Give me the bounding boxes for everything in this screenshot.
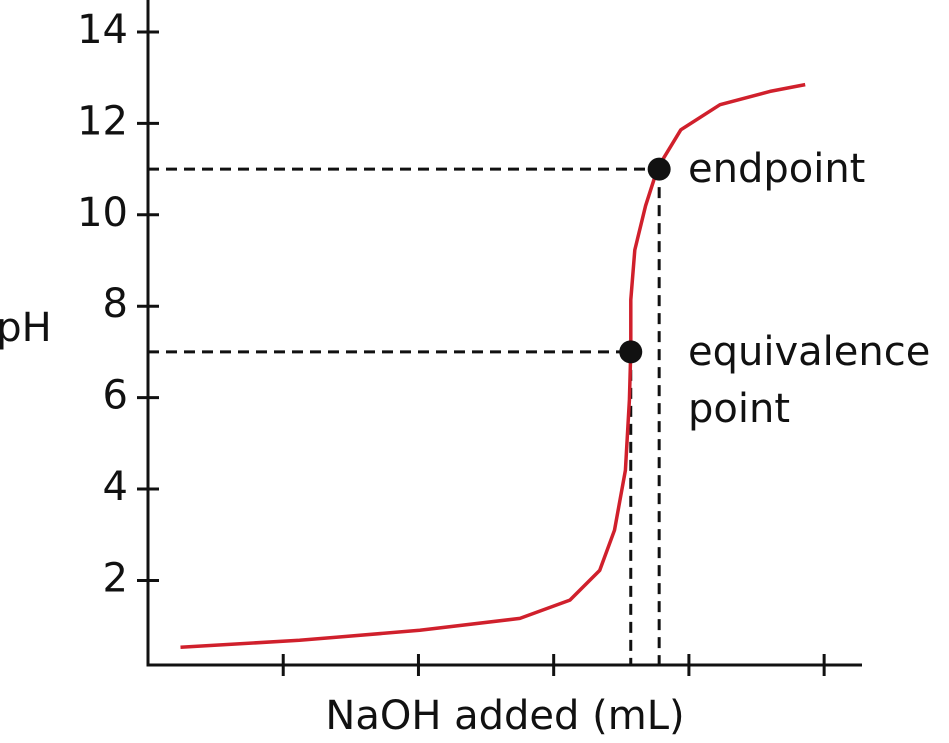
y-tick-label: 2 (103, 555, 128, 601)
y-tick-label: 6 (103, 373, 128, 419)
point (619, 340, 643, 364)
y-tick-label: 12 (77, 98, 128, 144)
y-tick-label: 4 (103, 464, 128, 510)
point-label: equivalence (688, 329, 930, 375)
x-axis-label: NaOH added (mL) (325, 693, 684, 739)
y-tick-label: 10 (77, 190, 128, 236)
y-axis-label: pH (0, 305, 52, 351)
point-label: endpoint (688, 146, 865, 192)
y-tick-label: 8 (103, 281, 128, 327)
y-tick-label: 14 (77, 7, 128, 53)
point (647, 157, 671, 181)
point-label: point (688, 386, 790, 432)
curve (180, 82, 806, 649)
